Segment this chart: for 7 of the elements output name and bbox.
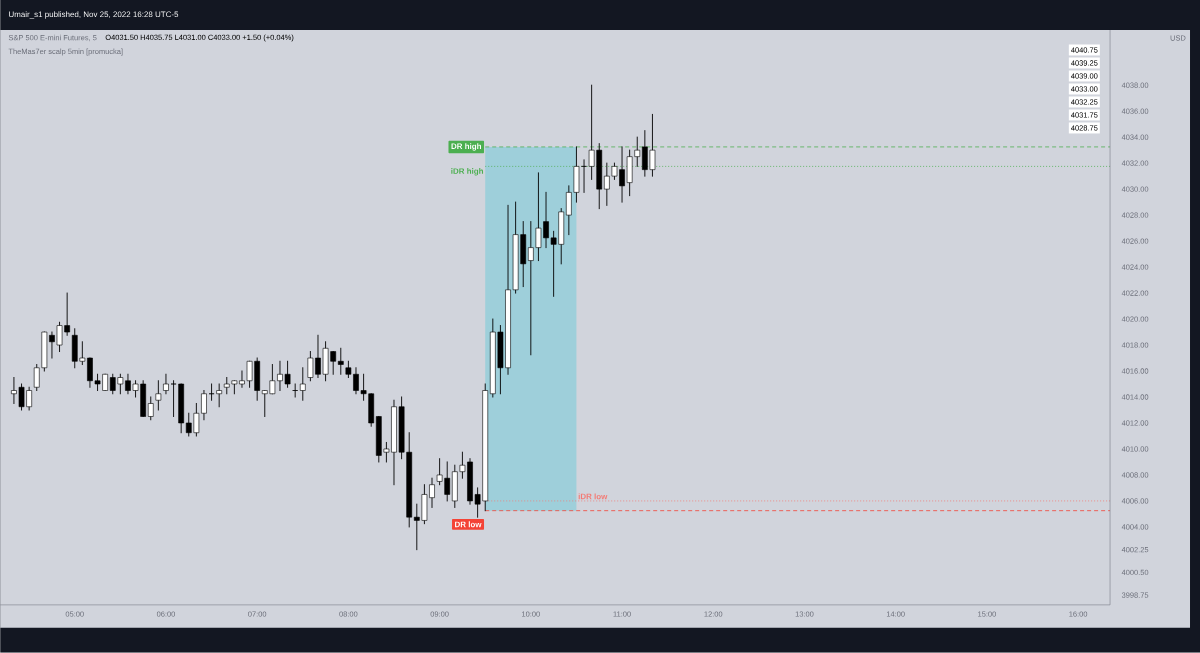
candlestick [163, 373, 169, 395]
candlestick [147, 396, 154, 421]
candlestick [216, 383, 223, 408]
candlestick [170, 380, 177, 417]
candlestick [155, 380, 162, 411]
candlestick [299, 367, 306, 401]
candlestick [337, 347, 344, 375]
